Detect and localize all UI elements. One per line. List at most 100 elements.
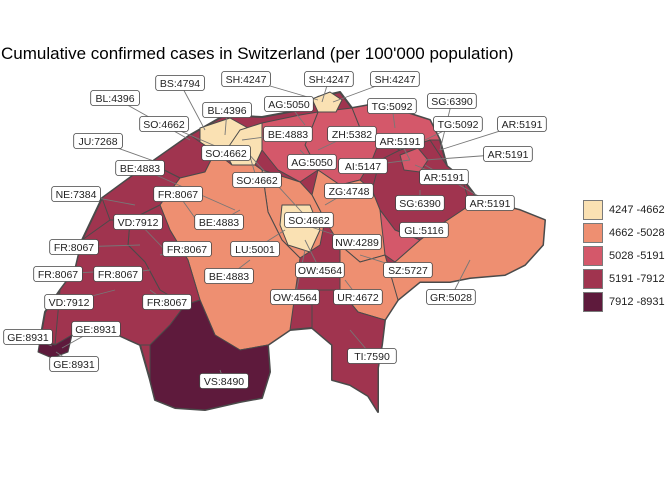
callout-text: FR:8067 (167, 244, 207, 256)
callout-text: GL:5116 (404, 225, 444, 237)
callout-box (115, 160, 165, 176)
callout-box (465, 195, 515, 211)
callout-label: SH:4247 (370, 71, 420, 87)
legend-swatch (583, 222, 603, 243)
callout-box (71, 321, 121, 337)
callout-box (332, 234, 382, 250)
callout-label: AR:5191 (419, 169, 469, 185)
legend-swatch (583, 245, 603, 266)
callout-box (370, 71, 420, 87)
callout-label: UR:4672 (333, 289, 383, 305)
callout-text: SG:6390 (399, 198, 441, 210)
callout-label: SO:4662 (139, 116, 189, 132)
callout-text: AR:5191 (470, 198, 511, 210)
callout-box (230, 241, 280, 257)
callout-text: SO:4662 (143, 119, 185, 131)
legend: 4247 -4662 4662 -5028 5028 -5191 5191 -7… (583, 198, 665, 313)
callout-box (367, 98, 417, 114)
callout-box (333, 289, 383, 305)
callout-text: VD:7912 (49, 297, 90, 309)
callout-text: FR:8067 (158, 189, 198, 201)
callout-box (199, 373, 249, 389)
callout-label: VD:7912 (44, 294, 94, 310)
callout-text: FR:8067 (98, 269, 138, 281)
callout-text: ZG:4748 (329, 186, 370, 198)
region-geneva (37, 334, 73, 359)
callout-text: OW:4564 (273, 292, 317, 304)
callout-label: ZH:5382 (327, 126, 377, 142)
callout-label: FR:8067 (162, 241, 212, 257)
legend-label: 5028 -5191 (609, 249, 665, 262)
callout-text: UR:4672 (337, 292, 379, 304)
callout-text: TG:5092 (438, 119, 479, 131)
callout-box (399, 222, 449, 238)
callout-text: LU:5001 (235, 244, 275, 256)
callout-box (338, 158, 388, 174)
callout-box (419, 169, 469, 185)
callout-label: SG:6390 (395, 195, 445, 211)
callout-label: LU:5001 (230, 241, 280, 257)
callout-box (142, 294, 192, 310)
callout-text: AI:5147 (345, 161, 381, 173)
callout-box (427, 93, 477, 109)
callout-box (162, 241, 212, 257)
callout-label: OW:4564 (270, 289, 320, 305)
callout-box (3, 329, 53, 345)
callout-label: SZ:5727 (383, 262, 433, 278)
callout-box (395, 195, 445, 211)
callout-text: VS:8490 (204, 376, 244, 388)
callout-label: OW:4564 (295, 262, 345, 278)
legend-item: 7912 -8931 (583, 290, 665, 313)
callout-label: TI:7590 (347, 348, 397, 364)
callout-label: GE:8931 (49, 356, 99, 372)
legend-swatch (583, 268, 603, 289)
legend-label: 5191 -7912 (609, 272, 665, 285)
callout-box (270, 289, 320, 305)
callout-box (483, 146, 533, 162)
callout-text: BL:4396 (95, 93, 134, 105)
legend-label: 4247 -4662 (609, 203, 665, 216)
callout-box (324, 183, 374, 199)
callout-text: BE:4883 (209, 271, 249, 283)
callout-box (383, 262, 433, 278)
callout-box (295, 262, 345, 278)
map-title: Cumulative confirmed cases in Switzerlan… (1, 44, 514, 63)
callout-text: OW:4564 (298, 265, 342, 277)
callout-box (153, 186, 203, 202)
callout-label: BL:4396 (202, 102, 252, 118)
callout-text: AG:5050 (291, 157, 333, 169)
callout-box (49, 239, 99, 255)
callout-label: GE:8931 (3, 329, 53, 345)
callout-label: AG:5050 (287, 154, 337, 170)
callout-label: GL:5116 (399, 222, 449, 238)
callout-label: AR:5191 (497, 116, 547, 132)
legend-label: 4662 -5028 (609, 226, 665, 239)
callout-text: GE:8931 (75, 324, 117, 336)
callout-label: SH:4247 (221, 71, 271, 87)
callout-box (93, 266, 143, 282)
callout-label: GR:5028 (426, 289, 476, 305)
callout-box (304, 71, 354, 87)
callout-label: BE:4883 (263, 126, 313, 142)
callout-label: FR:8067 (93, 266, 143, 282)
callout-label: BE:4883 (204, 268, 254, 284)
callout-box (113, 214, 163, 230)
callout-label: AR:5191 (375, 133, 425, 149)
callout-box (202, 102, 252, 118)
callout-text: NW:4289 (335, 237, 379, 249)
callout-text: AG:5050 (268, 99, 310, 111)
callout-text: SO:4662 (236, 175, 278, 187)
callout-text: SZ:5727 (388, 265, 428, 277)
callout-label: AG:5050 (264, 96, 314, 112)
callout-label: SO:4662 (201, 145, 251, 161)
callout-text: GR:5028 (430, 292, 472, 304)
callout-box (44, 294, 94, 310)
callout-box (347, 348, 397, 364)
callout-box (204, 268, 254, 284)
callout-text: BS:4794 (160, 78, 200, 90)
callout-box (375, 133, 425, 149)
callout-label: FR:8067 (49, 239, 99, 255)
callout-label: SO:4662 (284, 212, 334, 228)
callout-label: AR:5191 (465, 195, 515, 211)
